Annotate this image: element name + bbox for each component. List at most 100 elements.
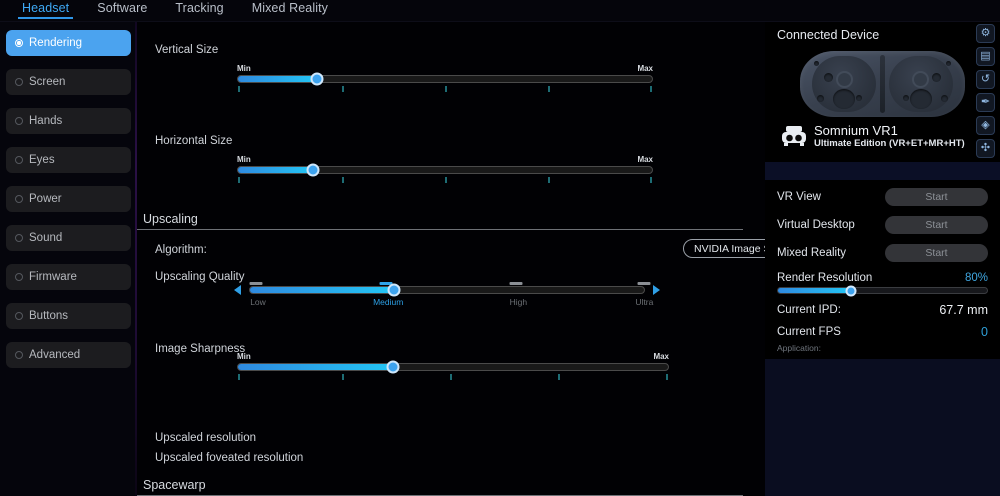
slider-knob[interactable] [306,163,320,177]
application-label: Application: [777,343,821,353]
spacewarp-section-heading: Spacewarp [137,478,743,496]
image-sharpness-label: Image Sharpness [155,343,246,355]
sharpness-minmax: Min Max [237,352,669,361]
connected-device-title: Connected Device [777,28,880,42]
vr-view-label: VR View [777,191,821,203]
slider-fill [238,364,393,370]
mixed-reality-row: Mixed Reality Start [777,244,988,262]
quality-label-ultra[interactable]: Ultra [635,297,654,307]
sidebar-item-label: Sound [29,232,63,244]
vertical-size-slider[interactable]: Min Max [237,64,653,93]
gear-icon[interactable]: ⚙ [976,24,995,43]
sidebar-item-hands[interactable]: Hands [6,108,131,134]
radio-icon [15,117,23,125]
radio-icon [15,39,23,47]
vr-view-start-button[interactable]: Start [885,188,988,206]
center-icon[interactable]: ✣ [976,139,995,158]
render-resolution-slider[interactable] [777,285,988,296]
device-controls: VR View Start Virtual Desktop Start Mixe… [765,180,1000,359]
quality-decrement-arrow[interactable] [234,285,241,295]
slider-fill [238,167,313,173]
ipd-label: Current IPD: [777,304,841,316]
horizontal-size-slider[interactable]: Min Max [237,155,653,184]
vertical-size-minmax: Min Max [237,64,653,73]
sidebar-item-sound[interactable]: Sound [6,225,131,251]
slider-track[interactable] [237,163,653,177]
sidebar-item-label: Buttons [29,310,68,322]
quality-label-medium[interactable]: Medium [373,297,404,307]
max-label: Max [653,352,669,361]
right-panel-filler [765,359,1000,496]
slider-fill [250,287,394,293]
render-resolution-label: Render Resolution [777,272,873,284]
quality-label-low[interactable]: Low [250,297,266,307]
sidebar-item-firmware[interactable]: Firmware [6,264,131,290]
sidebar-item-buttons[interactable]: Buttons [6,303,131,329]
sidebar-item-label: Hands [29,115,63,127]
slider-knob[interactable] [386,360,400,374]
tab-mixed-reality[interactable]: Mixed Reality [251,1,329,15]
radio-icon [15,156,23,164]
mixed-reality-label: Mixed Reality [777,247,847,259]
display-icon[interactable]: ▤ [976,47,995,66]
algorithm-dropdown[interactable]: NVIDIA Image Scaling SDK v1.0.3 (sharpen… [683,239,765,258]
sidebar-item-label: Screen [29,76,66,88]
max-label: Max [637,64,653,73]
min-label: Min [237,64,251,73]
eye-icon[interactable]: ◈ [976,116,995,135]
algorithm-label: Algorithm: [155,244,207,256]
mixed-reality-start-button[interactable]: Start [885,244,988,262]
slider-track[interactable] [249,283,645,297]
upscaled-resolution-label: Upscaled resolution [155,432,257,444]
horizontal-size-label: Horizontal Size [155,135,233,147]
slider-knob[interactable] [387,283,401,297]
upscaling-quality-slider[interactable]: Low Medium High Ultra [234,281,660,309]
vr-view-row: VR View Start [777,188,988,206]
slider-fill [238,76,317,82]
render-resolution-value: 80% [964,272,988,284]
device-name: Somnium VR1 [814,123,898,138]
render-resolution-row: Render Resolution 80% [777,272,988,284]
quality-step-labels: Low Medium High Ultra [237,297,657,309]
sidebar-item-screen[interactable]: Screen [6,69,131,95]
quality-increment-arrow[interactable] [653,285,660,295]
tab-tracking[interactable]: Tracking [175,1,224,15]
tab-headset[interactable]: Headset [8,0,83,19]
calibrate-icon[interactable]: ✒ [976,93,995,112]
virtual-desktop-start-button[interactable]: Start [885,216,988,234]
virtual-desktop-label: Virtual Desktop [777,219,855,231]
slider-fill [778,288,852,293]
reset-icon[interactable]: ↺ [976,70,995,89]
sidebar-item-rendering[interactable]: Rendering [6,30,131,56]
tab-software[interactable]: Software [97,1,148,15]
fps-label: Current FPS [777,326,841,338]
radio-icon [15,78,23,86]
slider-knob[interactable] [310,72,324,86]
upscaling-quality-label: Upscaling Quality [155,271,245,283]
slider-track[interactable] [237,72,653,86]
sidebar-item-advanced[interactable]: Advanced [6,342,131,368]
sidebar-item-label: Firmware [29,271,77,283]
ipd-value: 67.7 mm [939,303,988,317]
headset-image [777,44,988,124]
headset-illustration [800,51,965,117]
slider-ticks [237,86,653,93]
radio-icon [15,351,23,359]
top-tab-bar: Headset Software Tracking Mixed Reality [0,0,1000,22]
slider-knob[interactable] [845,285,857,296]
sidebar-item-eyes[interactable]: Eyes [6,147,131,173]
max-label: Max [637,155,653,164]
vertical-size-label: Vertical Size [155,44,219,56]
device-action-icons: ⚙ ▤ ↺ ✒ ◈ ✣ [976,24,995,158]
image-sharpness-slider[interactable]: Min Max [237,352,669,381]
sidebar-item-power[interactable]: Power [6,186,131,212]
radio-icon [15,195,23,203]
min-label: Min [237,155,251,164]
quality-label-high[interactable]: High [509,297,528,307]
panel-divider [765,162,1000,180]
radio-icon [15,273,23,281]
radio-icon [15,234,23,242]
slider-track[interactable] [237,360,669,374]
fps-row: Current FPS 0 [777,325,988,339]
